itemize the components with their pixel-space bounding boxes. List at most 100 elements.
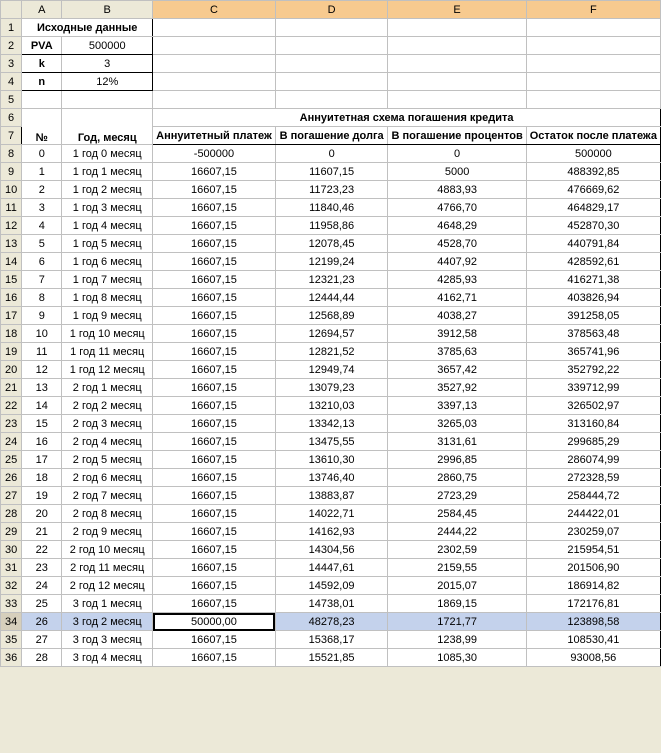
th-merged[interactable]: Аннуитетная схема погашения кредита (153, 109, 661, 127)
cell-c-20[interactable]: 16607,15 (153, 361, 276, 379)
cell[interactable] (388, 91, 526, 109)
cell-ym-21[interactable]: 2 год 1 месяц (62, 379, 153, 397)
cell-e-31[interactable]: 2159,55 (388, 559, 526, 577)
cell-ym-10[interactable]: 1 год 2 месяц (62, 181, 153, 199)
cell-n-11[interactable]: 3 (22, 199, 62, 217)
cell-d-35[interactable]: 15368,17 (275, 631, 388, 649)
cell-d-18[interactable]: 12694,57 (275, 325, 388, 343)
cell[interactable] (388, 37, 526, 55)
row-head-9[interactable]: 9 (1, 163, 22, 181)
cell-ym-29[interactable]: 2 год 9 месяц (62, 523, 153, 541)
cell[interactable] (275, 73, 388, 91)
row-head-34[interactable]: 34 (1, 613, 22, 631)
spreadsheet-grid[interactable]: ABCDEF 1Исходные данные2PVA5000003k34n12… (0, 0, 661, 667)
cell-e-18[interactable]: 3912,58 (388, 325, 526, 343)
cell-n-18[interactable]: 10 (22, 325, 62, 343)
cell-e-16[interactable]: 4162,71 (388, 289, 526, 307)
col-head-A[interactable]: A (22, 1, 62, 19)
cell-d-28[interactable]: 14022,71 (275, 505, 388, 523)
cell-ym-36[interactable]: 3 год 4 месяц (62, 649, 153, 667)
cell-n-16[interactable]: 8 (22, 289, 62, 307)
cell-n-13[interactable]: 5 (22, 235, 62, 253)
cell-d-30[interactable]: 14304,56 (275, 541, 388, 559)
cell-e-26[interactable]: 2860,75 (388, 469, 526, 487)
row-head-27[interactable]: 27 (1, 487, 22, 505)
cell-ym-26[interactable]: 2 год 6 месяц (62, 469, 153, 487)
cell-c-35[interactable]: 16607,15 (153, 631, 276, 649)
row-head-18[interactable]: 18 (1, 325, 22, 343)
cell-c-34[interactable]: 50000,00 (153, 613, 276, 631)
cell[interactable] (153, 55, 276, 73)
cell-d-34[interactable]: 48278,23 (275, 613, 388, 631)
cell-c-27[interactable]: 16607,15 (153, 487, 276, 505)
cell-f-11[interactable]: 464829,17 (526, 199, 660, 217)
cell-f-22[interactable]: 326502,97 (526, 397, 660, 415)
cell-f-18[interactable]: 378563,48 (526, 325, 660, 343)
cell-ym-11[interactable]: 1 год 3 месяц (62, 199, 153, 217)
cell-e-15[interactable]: 4285,93 (388, 271, 526, 289)
cell-ym-24[interactable]: 2 год 4 месяц (62, 433, 153, 451)
cell-c-17[interactable]: 16607,15 (153, 307, 276, 325)
cell-ym-13[interactable]: 1 год 5 месяц (62, 235, 153, 253)
cell-ym-22[interactable]: 2 год 2 месяц (62, 397, 153, 415)
cell-c-9[interactable]: 16607,15 (153, 163, 276, 181)
cell-d-36[interactable]: 15521,85 (275, 649, 388, 667)
cell-e-32[interactable]: 2015,07 (388, 577, 526, 595)
col-head-E[interactable]: E (388, 1, 526, 19)
row-head-13[interactable]: 13 (1, 235, 22, 253)
cell[interactable] (526, 37, 660, 55)
cell-ym-19[interactable]: 1 год 11 месяц (62, 343, 153, 361)
cell-f-35[interactable]: 108530,41 (526, 631, 660, 649)
cell-f-33[interactable]: 172176,81 (526, 595, 660, 613)
cell-f-29[interactable]: 230259,07 (526, 523, 660, 541)
cell[interactable] (62, 91, 153, 109)
cell-c-15[interactable]: 16607,15 (153, 271, 276, 289)
row-head-22[interactable]: 22 (1, 397, 22, 415)
cell-e-28[interactable]: 2584,45 (388, 505, 526, 523)
cell-c-28[interactable]: 16607,15 (153, 505, 276, 523)
cell[interactable] (388, 73, 526, 91)
cell[interactable] (275, 55, 388, 73)
cell-f-31[interactable]: 201506,90 (526, 559, 660, 577)
cell-ym-9[interactable]: 1 год 1 месяц (62, 163, 153, 181)
cell-e-14[interactable]: 4407,92 (388, 253, 526, 271)
cell-n-17[interactable]: 9 (22, 307, 62, 325)
cell-ym-18[interactable]: 1 год 10 месяц (62, 325, 153, 343)
th-f[interactable]: Остаток после платежа (526, 127, 660, 145)
cell-f-15[interactable]: 416271,38 (526, 271, 660, 289)
cell-e-11[interactable]: 4766,70 (388, 199, 526, 217)
cell-d-20[interactable]: 12949,74 (275, 361, 388, 379)
col-head-D[interactable]: D (275, 1, 388, 19)
cell-ym-12[interactable]: 1 год 4 месяц (62, 217, 153, 235)
cell-d-33[interactable]: 14738,01 (275, 595, 388, 613)
cell-f-19[interactable]: 365741,96 (526, 343, 660, 361)
row-head-7[interactable]: 7 (1, 127, 22, 145)
cell-e-33[interactable]: 1869,15 (388, 595, 526, 613)
cell-n-32[interactable]: 24 (22, 577, 62, 595)
cell-e-34[interactable]: 1721,77 (388, 613, 526, 631)
cell-ym-20[interactable]: 1 год 12 месяц (62, 361, 153, 379)
row-head-20[interactable]: 20 (1, 361, 22, 379)
cell[interactable] (526, 55, 660, 73)
cell-n-21[interactable]: 13 (22, 379, 62, 397)
row-head-29[interactable]: 29 (1, 523, 22, 541)
cell[interactable] (153, 91, 276, 109)
row-head-35[interactable]: 35 (1, 631, 22, 649)
cell-ym-28[interactable]: 2 год 8 месяц (62, 505, 153, 523)
pva-label[interactable]: PVA (22, 37, 62, 55)
row-head-36[interactable]: 36 (1, 649, 22, 667)
cell-d-14[interactable]: 12199,24 (275, 253, 388, 271)
row-head-25[interactable]: 25 (1, 451, 22, 469)
cell-ym-8[interactable]: 1 год 0 месяц (62, 145, 153, 163)
cell-n-36[interactable]: 28 (22, 649, 62, 667)
col-head-F[interactable]: F (526, 1, 660, 19)
n-label[interactable]: n (22, 73, 62, 91)
cell-f-32[interactable]: 186914,82 (526, 577, 660, 595)
th-c[interactable]: Аннуитетный платеж (153, 127, 276, 145)
row-head-1[interactable]: 1 (1, 19, 22, 37)
cell-n-35[interactable]: 27 (22, 631, 62, 649)
cell[interactable] (275, 19, 388, 37)
cell-n-33[interactable]: 25 (22, 595, 62, 613)
row-head-16[interactable]: 16 (1, 289, 22, 307)
cell-ym-35[interactable]: 3 год 3 месяц (62, 631, 153, 649)
